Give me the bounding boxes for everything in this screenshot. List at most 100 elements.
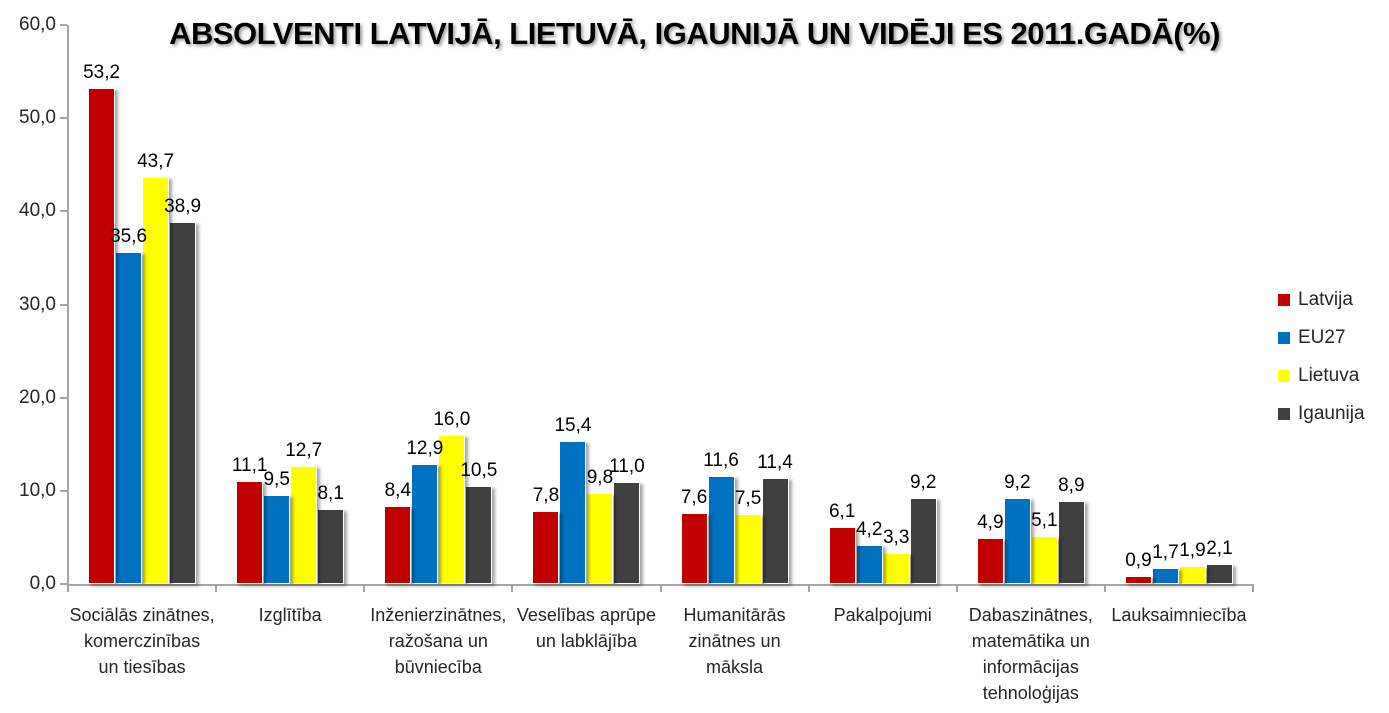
- data-label-eu27-cat4: 15,4: [554, 414, 592, 436]
- data-label-eu27-cat5: 11,6: [703, 449, 739, 471]
- data-label-igaunija-cat3: 10,5: [460, 460, 498, 482]
- bar-igaunija-cat3: [465, 486, 493, 584]
- data-label-latvija-cat2: 11,1: [231, 454, 268, 476]
- y-axis-tick-label: 60,0: [19, 14, 56, 35]
- category-label-5: Humanitārās zinātnes un māksla: [683, 605, 786, 677]
- bar-eu27-cat5: [707, 475, 735, 584]
- category-label-7: Dabaszinātnes, matemātika un informācija…: [968, 605, 1093, 703]
- bar-igaunija-cat6: [909, 498, 937, 584]
- bar-igaunija-cat4: [613, 481, 641, 584]
- y-axis-line: [67, 25, 69, 586]
- y-axis-tick-label: 20,0: [19, 386, 56, 408]
- data-label-latvija-cat4: 7,8: [532, 485, 560, 507]
- data-label-latvija-cat6: 6,1: [828, 501, 856, 523]
- bar-igaunija-cat5: [761, 477, 789, 584]
- data-label-lietuva-cat2: 12,7: [285, 439, 323, 461]
- data-label-latvija-cat5: 7,6: [680, 487, 708, 509]
- chart-title: ABSOLVENTI LATVIJĀ, LIETUVĀ, IGAUNIJĀ UN…: [169, 16, 1220, 51]
- data-label-igaunija-cat6: 9,2: [909, 472, 937, 494]
- bar-eu27-cat8: [1151, 568, 1179, 584]
- bar-latvija-cat6: [828, 527, 856, 584]
- category-label-1: Sociālās zinātnes, komerczinības un ties…: [69, 605, 215, 677]
- data-label-eu27-cat7: 9,2: [1004, 472, 1031, 494]
- bar-latvija-cat7: [976, 538, 1004, 584]
- y-axis-tick: [60, 583, 67, 585]
- data-label-igaunija-cat8: 2,1: [1206, 538, 1233, 560]
- legend: Latvija EU27 Lietuva Igaunija: [1278, 281, 1365, 433]
- category-label-3: Inženierzinātnes, ražošana un būvniecība: [370, 605, 507, 677]
- bar-latvija-cat1: [88, 88, 116, 584]
- legend-item-igaunija: Igaunija: [1278, 395, 1365, 433]
- data-label-latvija-cat8: 0,9: [1125, 549, 1152, 571]
- legend-item-latvija: Latvija: [1278, 281, 1365, 319]
- y-axis-tick-label: 0,0: [29, 573, 56, 594]
- x-axis-tick: [807, 585, 810, 592]
- y-axis-tick: [60, 117, 67, 120]
- bar-eu27-cat1: [115, 252, 143, 584]
- bar-lietuva-cat5: [734, 514, 762, 584]
- legend-marker-eu27-icon: [1278, 332, 1290, 344]
- data-label-igaunija-cat7: 8,9: [1058, 475, 1085, 497]
- y-axis-tick-label: 40,0: [19, 200, 56, 222]
- bar-lietuva-cat7: [1030, 536, 1058, 584]
- data-label-igaunija-cat4: 11,0: [609, 455, 645, 477]
- bar-lietuva-cat8: [1178, 566, 1206, 584]
- x-axis-tick: [215, 585, 218, 592]
- data-label-eu27-cat6: 4,2: [855, 518, 883, 540]
- bar-eu27-cat7: [1003, 498, 1031, 584]
- bar-eu27-cat4: [559, 440, 587, 584]
- legend-label-eu27: EU27: [1298, 327, 1346, 348]
- bar-lietuva-cat3: [438, 434, 466, 584]
- data-label-lietuva-cat4: 9,8: [586, 466, 614, 488]
- bar-igaunija-cat2: [317, 508, 345, 584]
- data-label-igaunija-cat1: 38,9: [164, 195, 202, 217]
- data-label-latvija-cat7: 4,9: [977, 512, 1004, 534]
- bar-lietuva-cat6: [882, 553, 910, 584]
- bar-latvija-cat3: [384, 505, 412, 584]
- data-label-lietuva-cat5: 7,5: [734, 488, 762, 510]
- category-label-2: Izglītība: [258, 605, 322, 625]
- bar-igaunija-cat1: [169, 221, 197, 584]
- bar-latvija-cat4: [532, 511, 560, 584]
- y-axis-tick: [60, 396, 67, 399]
- x-axis-tick: [67, 585, 69, 592]
- x-axis-tick: [511, 585, 514, 592]
- legend-item-eu27: EU27: [1278, 319, 1365, 357]
- y-axis-tick-label: 30,0: [19, 293, 56, 315]
- legend-marker-lietuva-icon: [1278, 370, 1290, 382]
- y-axis-tick: [60, 303, 67, 306]
- bar-eu27-cat3: [411, 463, 439, 584]
- legend-label-lietuva: Lietuva: [1298, 365, 1360, 386]
- data-label-eu27-cat3: 12,9: [406, 437, 444, 459]
- x-axis-tick: [1252, 585, 1254, 592]
- bar-latvija-cat2: [236, 480, 264, 584]
- category-label-4: Veselības aprūpe un labklājība: [516, 605, 656, 651]
- bar-eu27-cat6: [855, 544, 883, 584]
- x-axis-tick: [955, 585, 958, 592]
- data-label-lietuva-cat1: 43,7: [137, 150, 175, 172]
- data-label-lietuva-cat6: 3,3: [882, 527, 910, 549]
- data-label-lietuva-cat8: 1,9: [1179, 540, 1206, 562]
- bar-igaunija-cat7: [1057, 501, 1085, 584]
- bar-eu27-cat2: [263, 495, 291, 584]
- y-axis-tick: [60, 24, 67, 26]
- data-label-eu27-cat1: 35,6: [110, 226, 148, 248]
- legend-label-latvija: Latvija: [1298, 289, 1353, 310]
- category-label-6: Pakalpojumi: [833, 605, 932, 625]
- bar-latvija-cat5: [680, 513, 708, 584]
- bar-lietuva-cat1: [142, 176, 170, 584]
- legend-marker-latvija-icon: [1278, 294, 1290, 306]
- y-axis-tick-label: 50,0: [19, 107, 56, 129]
- x-axis-tick: [363, 585, 366, 592]
- data-label-eu27-cat2: 9,5: [263, 469, 290, 491]
- data-label-latvija-cat3: 8,4: [384, 479, 412, 501]
- bar-igaunija-cat8: [1205, 564, 1233, 584]
- data-label-latvija-cat1: 53,2: [83, 62, 121, 84]
- x-axis-tick: [1103, 585, 1106, 592]
- bar-lietuva-cat4: [586, 492, 614, 584]
- y-axis-tick: [60, 489, 67, 492]
- data-label-eu27-cat8: 1,7: [1152, 542, 1179, 564]
- data-label-igaunija-cat5: 11,4: [757, 451, 793, 473]
- y-axis-tick-label: 10,0: [19, 479, 56, 501]
